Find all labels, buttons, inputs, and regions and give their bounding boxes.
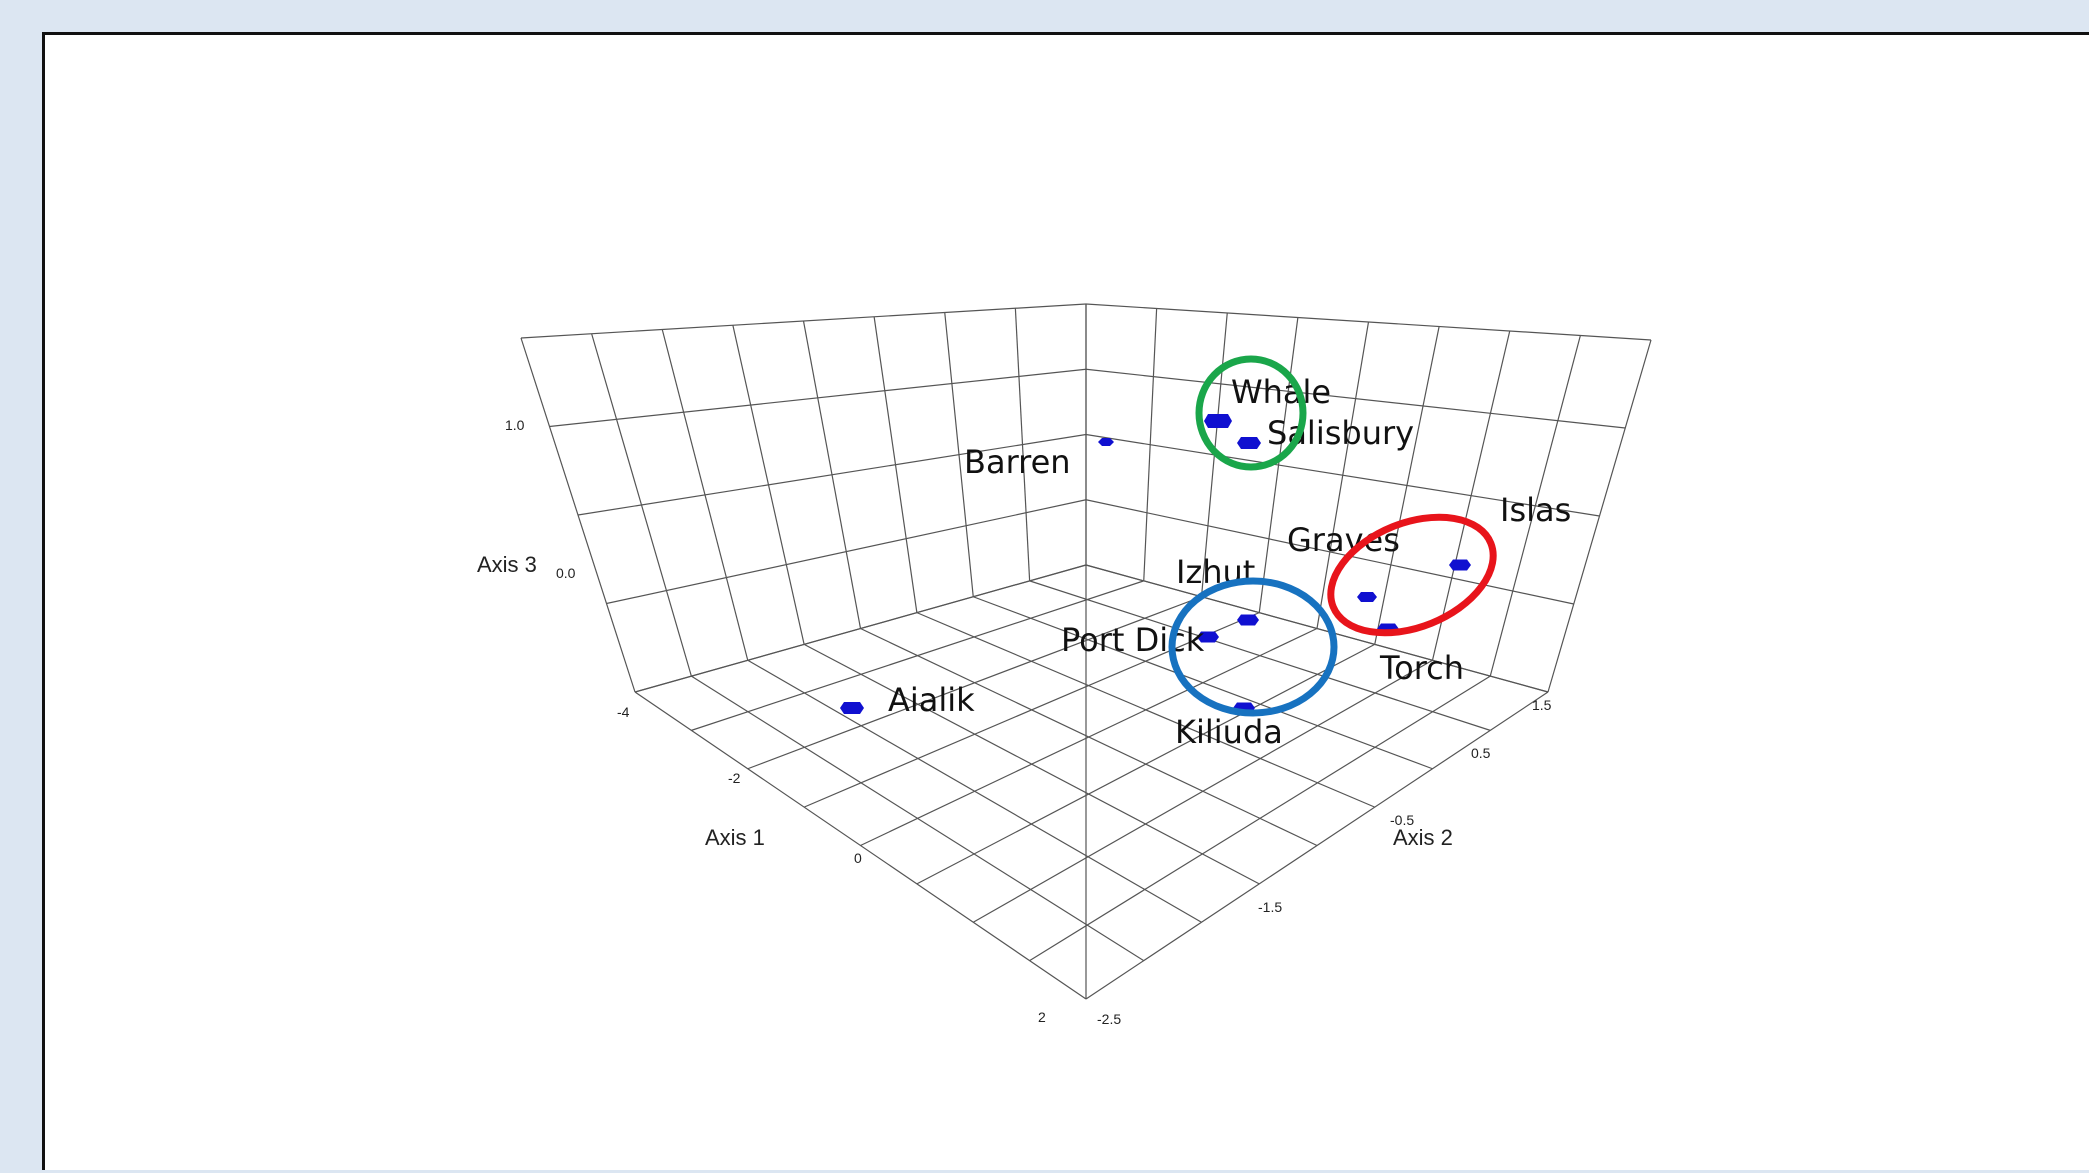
right-wall-grid-line	[1085, 368, 1626, 429]
floor-grid-line	[916, 612, 1375, 808]
floor-grid-line	[973, 596, 1433, 770]
chart-frame: -4 -2 0 2 1.5 0.5 -0.5 -1.5 -2.5 1.0 0.0 Axis 1 Ax…	[42, 32, 2089, 1170]
left-wall-grid-line	[634, 564, 1087, 693]
data-point-label: Graves	[1287, 521, 1400, 559]
axis1-tick-label: -4	[617, 704, 630, 720]
floor-grid-line	[1029, 580, 1491, 731]
left-wall-grid-line	[549, 368, 1087, 428]
axis1-tick-label: -2	[728, 770, 741, 786]
axis2-tick-label: 1.5	[1532, 697, 1552, 713]
scatter3d-chart: -4 -2 0 2 1.5 0.5 -0.5 -1.5 -2.5 1.0 0.0 Axis 1 Ax…	[477, 303, 1652, 1027]
data-point-marker	[840, 702, 864, 714]
data-point-label: Torch	[1379, 649, 1464, 687]
data-point-marker	[1098, 438, 1114, 446]
axis1-title: Axis 1	[705, 825, 765, 850]
left-wall-grid-line	[577, 433, 1087, 516]
data-point-label: Barren	[964, 443, 1071, 481]
axis3-title: Axis 3	[477, 552, 537, 577]
group-ellipse	[1327, 513, 1497, 637]
data-markers	[840, 414, 1471, 714]
axis2-tick-label: -1.5	[1258, 899, 1282, 915]
axis1-tick-label: 0	[854, 850, 862, 866]
floor-grid-line	[860, 627, 1318, 847]
right-wall-grid-line	[1085, 433, 1600, 517]
floor-grid-line	[747, 596, 1202, 770]
axis3-tick-label: 1.0	[505, 417, 525, 433]
group-ellipse	[1168, 577, 1338, 717]
right-wall-grid-line	[1085, 303, 1652, 341]
floor-grid-line	[803, 612, 1260, 808]
axis2-title: Axis 2	[1393, 825, 1453, 850]
data-point-label: Islas	[1500, 491, 1571, 529]
data-point-label: Kiliuda	[1175, 713, 1283, 751]
group-ellipses	[1168, 355, 1497, 717]
axis2-tick-label: -2.5	[1097, 1011, 1121, 1027]
data-point-label: Aialik	[888, 681, 975, 719]
data-point-marker	[1449, 559, 1471, 571]
axis3-tick-label: 0.0	[556, 565, 576, 581]
right-wall-grid-line	[1085, 564, 1549, 693]
floor-grid-line	[691, 580, 1144, 731]
point-labels: WhaleSalisburyBarrenIslasGravesTorchIzhu…	[888, 373, 1571, 751]
left-wall-grid-line	[520, 303, 1087, 339]
left-wall-grid-line	[606, 499, 1087, 605]
axis1-tick-label: 2	[1038, 1009, 1046, 1025]
data-point-marker	[1237, 437, 1261, 449]
group-ellipse	[1195, 355, 1307, 471]
data-point-marker	[1357, 592, 1377, 602]
grid-lines	[520, 303, 1652, 1000]
data-point-marker	[1197, 631, 1219, 643]
axis-ticks: -4 -2 0 2 1.5 0.5 -0.5 -1.5 -2.5 1.0 0.0	[505, 417, 1552, 1027]
data-point-label: Whale	[1231, 373, 1331, 411]
data-point-marker	[1237, 614, 1259, 626]
right-wall-grid-line	[1085, 499, 1574, 605]
axis2-tick-label: -0.5	[1390, 812, 1414, 828]
data-point-label: Port Dick	[1061, 621, 1205, 659]
axis2-tick-label: 0.5	[1471, 745, 1491, 761]
data-point-marker	[1204, 414, 1232, 428]
